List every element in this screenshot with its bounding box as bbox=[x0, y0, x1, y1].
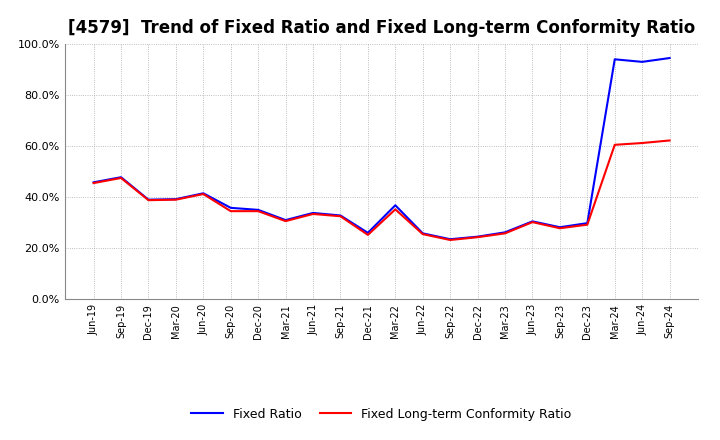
Fixed Ratio bbox=[583, 220, 592, 226]
Fixed Long-term Conformity Ratio bbox=[336, 214, 345, 219]
Fixed Ratio bbox=[665, 55, 674, 61]
Fixed Ratio bbox=[144, 197, 153, 202]
Fixed Long-term Conformity Ratio bbox=[418, 231, 427, 237]
Fixed Ratio bbox=[418, 231, 427, 236]
Fixed Long-term Conformity Ratio bbox=[364, 232, 372, 238]
Fixed Ratio bbox=[226, 205, 235, 210]
Fixed Ratio bbox=[199, 191, 207, 196]
Fixed Long-term Conformity Ratio bbox=[309, 211, 318, 216]
Fixed Long-term Conformity Ratio bbox=[528, 220, 537, 225]
Fixed Ratio bbox=[171, 197, 180, 202]
Fixed Long-term Conformity Ratio bbox=[500, 231, 509, 236]
Fixed Ratio bbox=[89, 180, 98, 185]
Fixed Ratio bbox=[556, 224, 564, 230]
Fixed Long-term Conformity Ratio bbox=[226, 209, 235, 214]
Line: Fixed Long-term Conformity Ratio: Fixed Long-term Conformity Ratio bbox=[94, 140, 670, 240]
Fixed Ratio bbox=[638, 59, 647, 65]
Fixed Ratio bbox=[336, 213, 345, 218]
Title: [4579]  Trend of Fixed Ratio and Fixed Long-term Conformity Ratio: [4579] Trend of Fixed Ratio and Fixed Lo… bbox=[68, 19, 696, 37]
Fixed Long-term Conformity Ratio bbox=[446, 237, 454, 242]
Fixed Long-term Conformity Ratio bbox=[556, 226, 564, 231]
Line: Fixed Ratio: Fixed Ratio bbox=[94, 58, 670, 239]
Fixed Long-term Conformity Ratio bbox=[282, 219, 290, 224]
Fixed Long-term Conformity Ratio bbox=[611, 142, 619, 147]
Fixed Ratio bbox=[309, 210, 318, 216]
Fixed Long-term Conformity Ratio bbox=[199, 191, 207, 197]
Fixed Long-term Conformity Ratio bbox=[89, 180, 98, 186]
Fixed Ratio bbox=[254, 207, 263, 213]
Fixed Long-term Conformity Ratio bbox=[171, 197, 180, 202]
Fixed Ratio bbox=[282, 217, 290, 223]
Fixed Ratio bbox=[117, 175, 125, 180]
Fixed Long-term Conformity Ratio bbox=[391, 207, 400, 212]
Fixed Ratio bbox=[446, 237, 454, 242]
Fixed Ratio bbox=[528, 219, 537, 224]
Fixed Long-term Conformity Ratio bbox=[117, 176, 125, 181]
Fixed Ratio bbox=[611, 57, 619, 62]
Fixed Long-term Conformity Ratio bbox=[638, 140, 647, 146]
Fixed Ratio bbox=[391, 203, 400, 208]
Fixed Long-term Conformity Ratio bbox=[473, 235, 482, 240]
Fixed Long-term Conformity Ratio bbox=[254, 209, 263, 214]
Fixed Long-term Conformity Ratio bbox=[583, 222, 592, 227]
Fixed Long-term Conformity Ratio bbox=[665, 138, 674, 143]
Fixed Long-term Conformity Ratio bbox=[144, 198, 153, 203]
Fixed Ratio bbox=[500, 230, 509, 235]
Fixed Ratio bbox=[364, 230, 372, 235]
Fixed Ratio bbox=[473, 234, 482, 239]
Legend: Fixed Ratio, Fixed Long-term Conformity Ratio: Fixed Ratio, Fixed Long-term Conformity … bbox=[186, 403, 577, 425]
